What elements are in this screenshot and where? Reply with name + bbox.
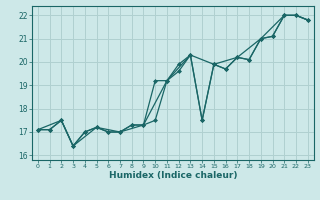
X-axis label: Humidex (Indice chaleur): Humidex (Indice chaleur) [108,171,237,180]
